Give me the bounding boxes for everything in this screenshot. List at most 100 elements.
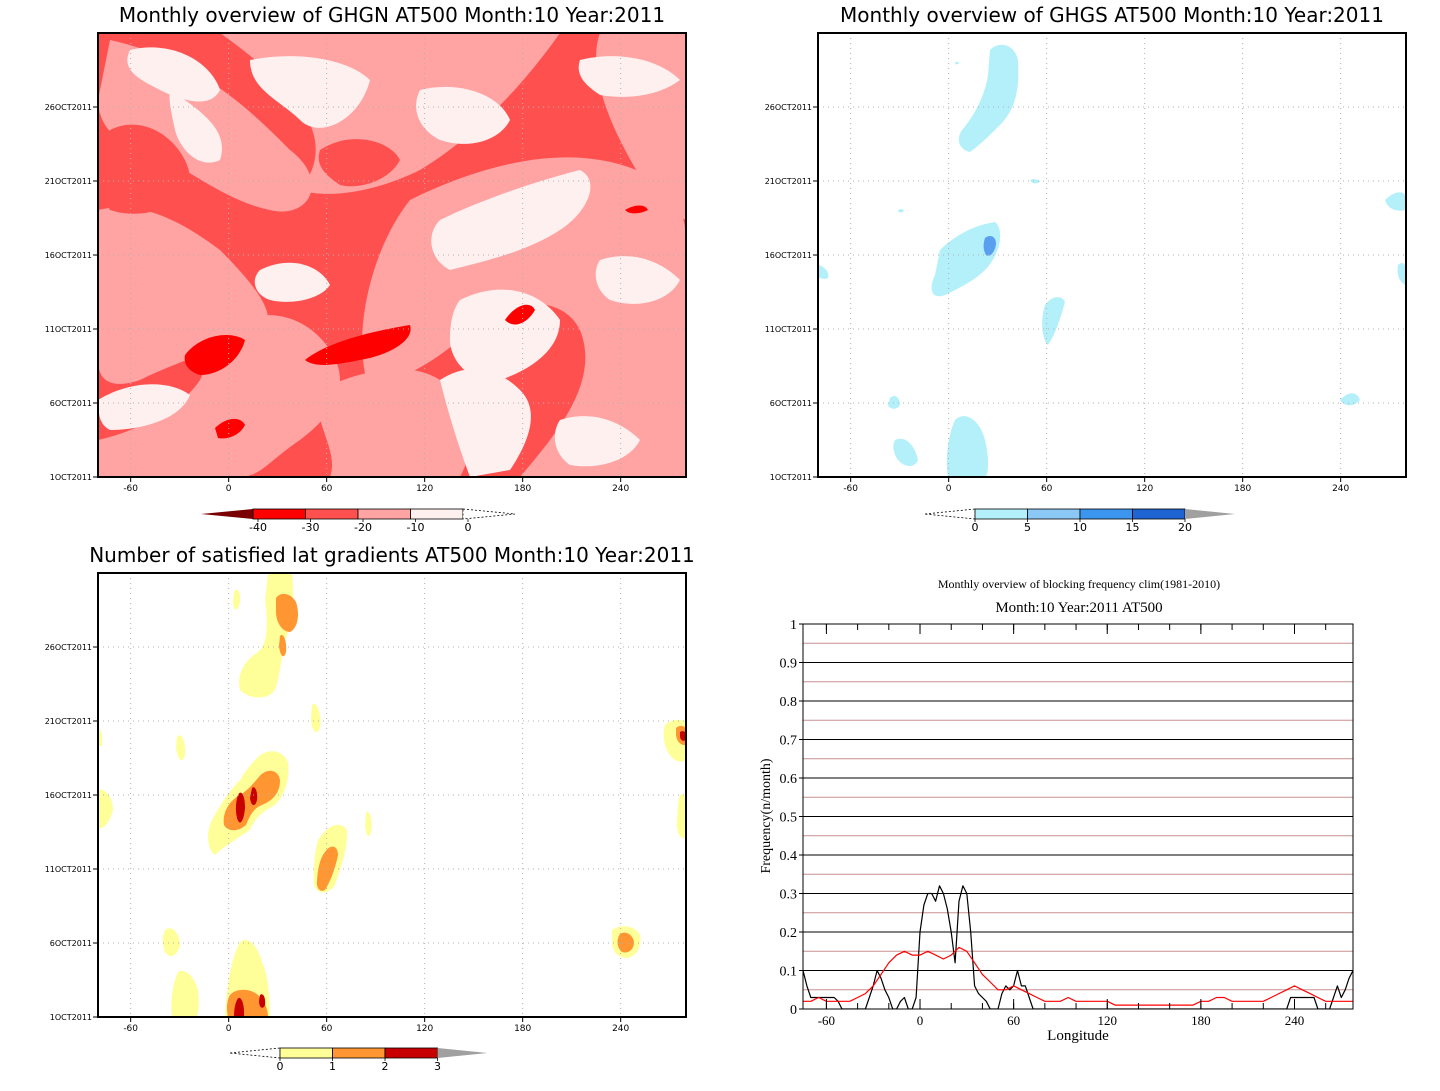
ghgs-colorbar-swatch xyxy=(1132,508,1186,520)
gradients-ytick-label: 6OCT2011 xyxy=(50,939,92,948)
gradients-xtick-label: 60 xyxy=(321,1024,333,1034)
ghgn-ytick-label: 11OCT2011 xyxy=(45,325,92,334)
frequency-xtick-label: 180 xyxy=(1191,1013,1211,1028)
frequency-series-black-line xyxy=(803,885,1353,1009)
gradients-xtick-label: 240 xyxy=(612,1024,629,1034)
ghgs-xtick-label: 0 xyxy=(946,484,952,494)
ghgn-colorbar-swatch xyxy=(252,508,306,520)
frequency-xtick-label: 120 xyxy=(1098,1013,1118,1028)
ghgs-colorbar-swatch xyxy=(1027,508,1081,520)
gradients-colorbar-arrow xyxy=(437,1048,488,1058)
ghgn-colorbar-label: 0 xyxy=(465,521,472,534)
frequency-ylabel: Frequency(n/month) xyxy=(759,758,774,873)
gradients-xtick-label: 180 xyxy=(514,1024,531,1034)
ghgn-contour-field xyxy=(98,33,686,477)
ghgn-colorbar: -40 -30 -20 -10 0 xyxy=(201,508,516,534)
ghgn-xtick-label: -60 xyxy=(123,484,138,494)
ghgs-xtick-label: 240 xyxy=(1332,484,1349,494)
frequency-series-red-line xyxy=(803,946,1353,1006)
frequency-xtick-label: 0 xyxy=(917,1013,924,1028)
ghgs-panel: Monthly overview of GHGS AT500 Month:10 … xyxy=(765,3,1407,534)
frequency-ytick-label: 0.4 xyxy=(780,849,798,864)
ghgs-colorbar-label: 10 xyxy=(1073,521,1087,534)
ghgn-colorbar-swatch xyxy=(410,508,464,520)
gradients-ytick-label: 16OCT2011 xyxy=(45,791,92,800)
gradients-contour-field xyxy=(98,573,686,1017)
gradients-colorbar-arrow xyxy=(229,1047,281,1059)
gradients-ytick-label: 26OCT2011 xyxy=(45,643,92,652)
ghgs-colorbar: 0 5 10 15 20 xyxy=(924,508,1235,534)
frequency-ytick-label: 0.1 xyxy=(780,965,798,980)
ghgn-colorbar-arrow xyxy=(462,508,516,520)
ghgn-xtick-label: 60 xyxy=(321,484,333,494)
gradients-panel: Number of satisfied lat gradients AT500 … xyxy=(45,543,695,1073)
frequency-ytick-label: 0 xyxy=(790,1003,797,1018)
ghgn-colorbar-swatch xyxy=(305,508,359,520)
ghgs-colorbar-label: 5 xyxy=(1024,521,1031,534)
gradients-colorbar-label: 2 xyxy=(382,1060,389,1073)
frequency-ytick-label: 0.2 xyxy=(780,926,798,941)
ghgn-panel: Monthly overview of GHGN AT500 Month:10 … xyxy=(45,3,687,534)
frequency-ytick-label: 0.8 xyxy=(780,695,798,710)
ghgs-ytick-label: 11OCT2011 xyxy=(765,325,812,334)
gradients-title: Number of satisfied lat gradients AT500 … xyxy=(89,543,695,567)
gradients-colorbar-label: 0 xyxy=(277,1060,284,1073)
ghgn-colorbar-label: -10 xyxy=(407,521,425,534)
ghgs-xtick-label: 180 xyxy=(1234,484,1251,494)
ghgn-ytick-label: 6OCT2011 xyxy=(50,399,92,408)
ghgs-colorbar-swatch xyxy=(1079,508,1133,520)
ghgs-colorbar-label: 15 xyxy=(1126,521,1140,534)
frequency-subtitle: Month:10 Year:2011 AT500 xyxy=(995,600,1162,616)
frequency-ytick-label: 0.9 xyxy=(780,657,798,672)
gradients-colorbar-swatch xyxy=(279,1047,333,1059)
ghgn-colorbar-arrow xyxy=(201,509,253,519)
ghgs-contour-field xyxy=(818,33,1406,477)
frequency-ytick-label: 0.6 xyxy=(780,772,798,787)
gradients-colorbar-label: 3 xyxy=(434,1060,441,1073)
ghgn-ytick-label: 26OCT2011 xyxy=(45,103,92,112)
ghgs-title: Monthly overview of GHGS AT500 Month:10 … xyxy=(840,3,1384,27)
frequency-xtick-label: -60 xyxy=(818,1013,835,1028)
frequency-ytick-label: 0.3 xyxy=(780,888,798,903)
ghgs-colorbar-label: 20 xyxy=(1178,521,1192,534)
ghgn-xtick-label: 180 xyxy=(514,484,531,494)
ghgs-ytick-label: 6OCT2011 xyxy=(770,399,812,408)
gradients-xtick-label: 120 xyxy=(416,1024,433,1034)
ghgs-colorbar-arrow xyxy=(1185,509,1235,519)
ghgs-ytick-label: 21OCT2011 xyxy=(765,177,812,186)
ghgn-ytick-label: 21OCT2011 xyxy=(45,177,92,186)
frequency-grid xyxy=(803,642,1353,991)
ghgs-ytick-label: 26OCT2011 xyxy=(765,103,812,112)
ghgn-ytick-label: 16OCT2011 xyxy=(45,251,92,260)
ghgs-colorbar-arrow xyxy=(924,508,976,520)
ghgs-colorbar-label: 0 xyxy=(972,521,979,534)
ghgs-colorbar-swatch xyxy=(974,508,1028,520)
frequency-ytick-label: 1 xyxy=(790,618,797,633)
ghgn-colorbar-label: -30 xyxy=(302,521,320,534)
gradients-xtick-label: -60 xyxy=(123,1024,138,1034)
gradients-ytick-label: 11OCT2011 xyxy=(45,865,92,874)
gradients-colorbar-swatch xyxy=(384,1047,438,1059)
ghgs-xtick-label: 120 xyxy=(1136,484,1153,494)
ghgn-colorbar-swatch xyxy=(357,508,411,520)
ghgs-ytick-label: 1OCT2011 xyxy=(770,473,812,482)
frequency-title: Monthly overview of blocking frequency c… xyxy=(938,577,1220,591)
gradients-colorbar-label: 1 xyxy=(329,1060,336,1073)
frequency-xtick-label: 240 xyxy=(1285,1013,1305,1028)
ghgs-ytick-label: 16OCT2011 xyxy=(765,251,812,260)
gradients-ytick-label: 21OCT2011 xyxy=(45,717,92,726)
ghgn-xtick-label: 0 xyxy=(226,484,232,494)
ghgn-colorbar-label: -40 xyxy=(249,521,267,534)
frequency-xlabel: Longitude xyxy=(1047,1028,1109,1044)
gradients-ytick-label: 1OCT2011 xyxy=(50,1013,92,1022)
frequency-ytick-label: 0.7 xyxy=(780,734,798,749)
ghgn-ytick-label: 1OCT2011 xyxy=(50,473,92,482)
ghgn-colorbar-label: -20 xyxy=(354,521,372,534)
frequency-ytick-label: 0.5 xyxy=(780,811,798,826)
frequency-panel: Monthly overview of blocking frequency c… xyxy=(759,577,1354,1044)
ghgn-title: Monthly overview of GHGN AT500 Month:10 … xyxy=(119,3,665,27)
gradients-xtick-label: 0 xyxy=(226,1024,232,1034)
frequency-xtick-label: 60 xyxy=(1007,1013,1020,1028)
gradients-colorbar: 0 1 2 3 xyxy=(229,1047,488,1073)
